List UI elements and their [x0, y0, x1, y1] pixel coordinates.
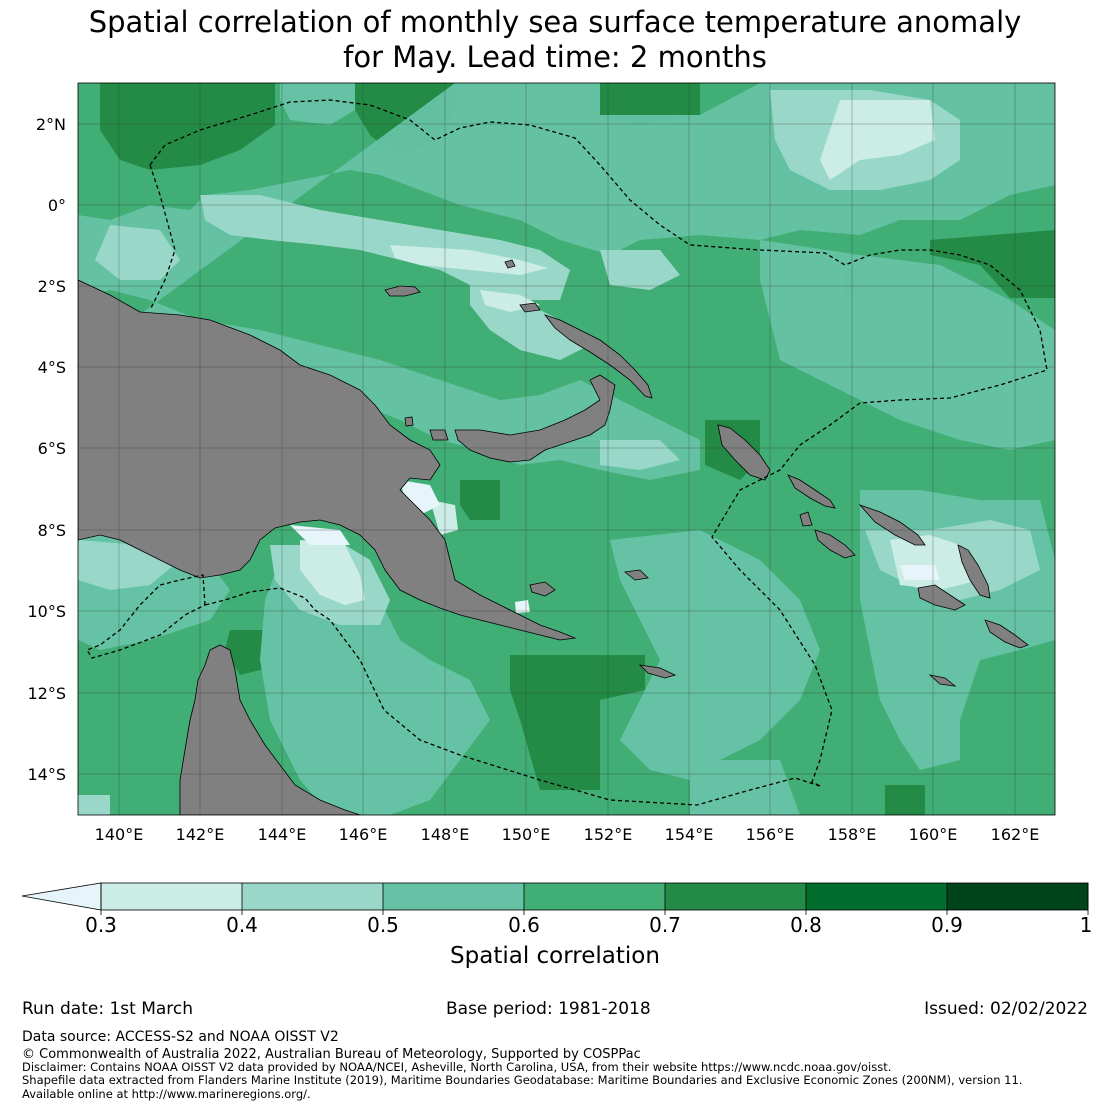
correlation-field [78, 83, 1055, 815]
colorbar-tick-label: 0.8 [790, 913, 822, 937]
copyright: © Commonwealth of Australia 2022, Austra… [22, 1047, 641, 1062]
colorbar-tick-label: 1 [1080, 913, 1093, 937]
lon-label: 140°E [95, 825, 144, 844]
australia-png-boundary [86, 574, 206, 659]
png-eez-boundary-south [204, 587, 821, 806]
lon-label: 150°E [502, 825, 551, 844]
small-island [404, 416, 414, 427]
shapefile-url: Available online at http://www.marinereg… [22, 1087, 311, 1101]
disclaimer: Disclaimer: Contains NOAA OISST V2 data … [22, 1060, 892, 1074]
colorbar-segment [524, 883, 665, 910]
lat-label: 2°S [38, 277, 66, 296]
lon-label: 156°E [746, 825, 795, 844]
shapefile-credit: Shapefile data extracted from Flanders M… [22, 1073, 1023, 1087]
lon-label: 162°E [991, 825, 1040, 844]
cape-york-land [179, 644, 361, 815]
small-island [519, 302, 541, 313]
correlation-regions-0.7-0.8 [100, 83, 1055, 815]
colorbar-extend-arrow [21, 882, 102, 911]
bougainville-land [717, 424, 771, 481]
lat-label: 12°S [27, 684, 66, 703]
colorbar-tick-label: 0.5 [367, 913, 399, 937]
png-west-boundary [149, 164, 176, 311]
run-date: Run date: 1st March [22, 999, 194, 1019]
lat-label: 14°S [27, 765, 66, 784]
issued-date: Issued: 02/02/2022 [924, 999, 1088, 1019]
lat-label: 8°S [38, 521, 66, 540]
colorbar-label: Spatial correlation [450, 943, 660, 969]
makira-land [984, 619, 1029, 649]
solomon-malaita-land [957, 544, 991, 599]
dentrecasteaux-land [529, 581, 556, 597]
colorbar-segment [383, 883, 524, 910]
colorbar-segment [665, 883, 806, 910]
new-britain-land [454, 374, 616, 463]
colorbar-tick-label: 0.3 [85, 913, 117, 937]
colorbar-tick-label: 0.6 [508, 913, 540, 937]
trobriand-land [624, 569, 649, 581]
small-island [504, 259, 516, 269]
small-island [928, 674, 957, 687]
colorbar-tick-label: 0.7 [649, 913, 681, 937]
land-masses [78, 259, 1029, 815]
gridlines [78, 83, 1055, 815]
png-eez-boundary [149, 99, 1048, 787]
new-guinea-land [78, 279, 577, 641]
base-period: Base period: 1981-2018 [446, 999, 651, 1019]
colorbar-tick-label: 0.9 [931, 913, 963, 937]
lon-label: 142°E [176, 825, 225, 844]
lon-label: 148°E [421, 825, 470, 844]
lat-label: 2°N [36, 115, 66, 134]
colorbar-ticks [100, 883, 1089, 915]
colorbar-segment [242, 883, 383, 910]
lon-label: 144°E [258, 825, 307, 844]
colorbar-segment [101, 883, 242, 910]
lat-label: 6°S [38, 439, 66, 458]
data-source: Data source: ACCESS-S2 and NOAA OISST V2 [22, 1029, 339, 1045]
solomon-choiseul-land [787, 474, 836, 509]
lon-label: 158°E [828, 825, 877, 844]
longitude-labels: 140°E 142°E 144°E 146°E 148°E 150°E 152°… [95, 825, 1040, 844]
colorbar-segment [806, 883, 947, 910]
lat-label: 10°S [27, 602, 66, 621]
colorbar-segment [947, 883, 1088, 910]
map-frame [77, 82, 1056, 816]
map-title-line-2: for May. Lead time: 2 months [343, 40, 767, 74]
louisiade-land [638, 664, 677, 679]
lon-label: 160°E [909, 825, 958, 844]
solomon-guadalcanal-land [917, 584, 966, 611]
solomon-isabel-land [858, 504, 926, 546]
colorbar-tick-label: 0.4 [226, 913, 258, 937]
latitude-labels: 2°N 0° 2°S 4°S 6°S 8°S 10°S 12°S 14°S [27, 115, 66, 784]
lat-label: 4°S [38, 358, 66, 377]
new-georgia-land [814, 529, 856, 559]
lon-label: 152°E [584, 825, 633, 844]
small-island [799, 511, 813, 527]
small-island [429, 429, 449, 441]
lat-label: 0° [48, 196, 66, 215]
lon-label: 146°E [339, 825, 388, 844]
eez-boundaries [86, 99, 1048, 806]
map-title-line-1: Spatial correlation of monthly sea surfa… [88, 5, 1022, 39]
new-ireland-land [543, 314, 653, 399]
lon-label: 154°E [665, 825, 714, 844]
colorbar: 0.3 0.4 0.5 0.6 0.7 0.8 0.9 1 [21, 882, 1093, 937]
